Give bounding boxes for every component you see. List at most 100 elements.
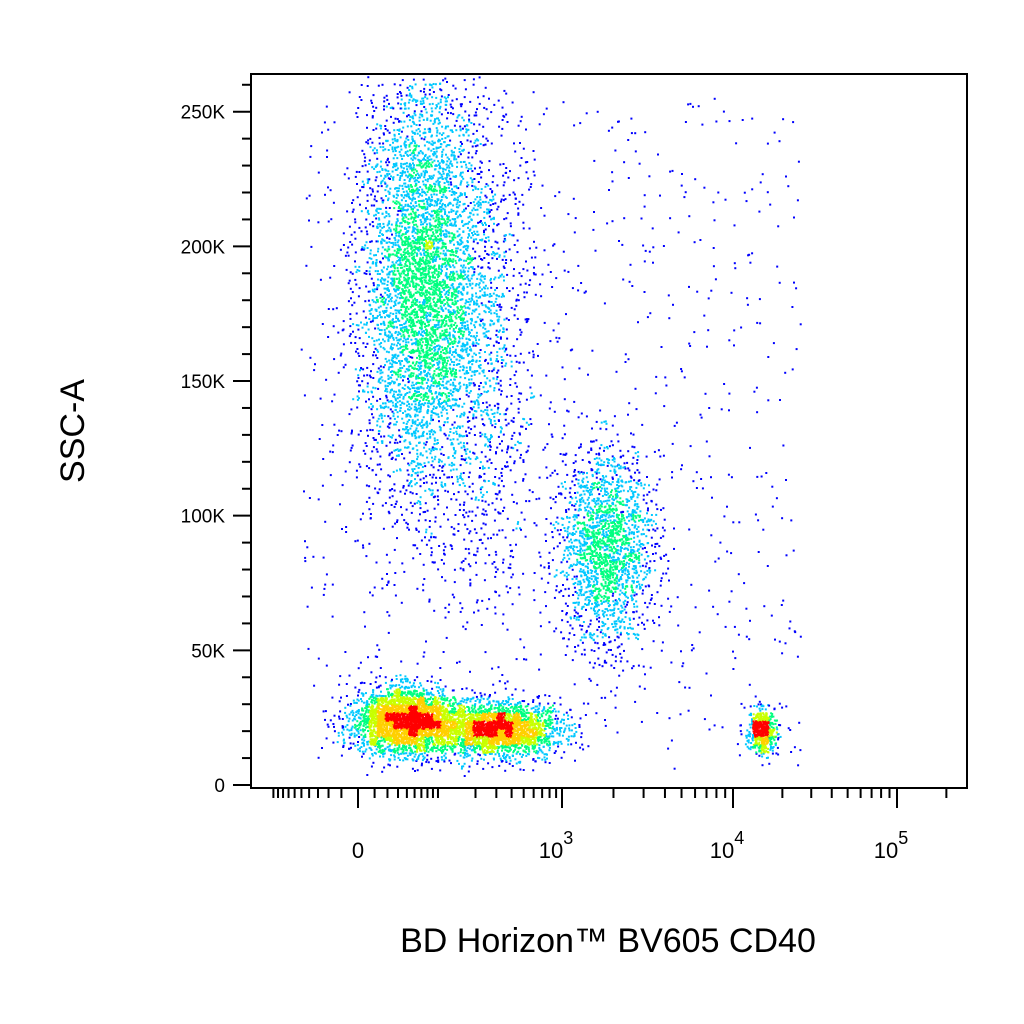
- event-point: [432, 405, 435, 408]
- event-point: [395, 344, 398, 347]
- event-point: [381, 270, 384, 273]
- event-point: [454, 175, 457, 178]
- event-point: [420, 364, 423, 367]
- event-point: [358, 269, 361, 272]
- event-point: [412, 301, 415, 304]
- event-point: [419, 289, 422, 291]
- event-point: [421, 268, 424, 270]
- event-point: [441, 269, 443, 272]
- event-point: [412, 177, 415, 180]
- event-point: [376, 408, 379, 411]
- event-point: [377, 240, 379, 243]
- event-point: [389, 335, 392, 338]
- event-point: [420, 236, 422, 239]
- event-point: [368, 303, 371, 306]
- event-point: [409, 269, 412, 271]
- event-point: [464, 306, 467, 309]
- event-point: [414, 241, 417, 244]
- event-point: [447, 456, 450, 459]
- event-point: [465, 166, 468, 169]
- event-point: [380, 174, 383, 177]
- event-point: [445, 394, 448, 397]
- event-point: [474, 152, 477, 155]
- event-point: [393, 288, 395, 291]
- event-point: [395, 251, 398, 254]
- event-point: [429, 362, 432, 365]
- event-point: [395, 336, 398, 339]
- event-point: [422, 399, 425, 401]
- event-point: [427, 267, 430, 270]
- event-point: [450, 222, 453, 225]
- event-point: [438, 255, 441, 258]
- event-point: [439, 357, 442, 360]
- event-point: [417, 387, 420, 390]
- event-point: [410, 407, 413, 410]
- event-point: [421, 152, 424, 155]
- event-point: [411, 321, 414, 324]
- event-point: [422, 284, 425, 287]
- event-point: [423, 252, 425, 255]
- event-point: [436, 345, 439, 347]
- event-point: [446, 412, 449, 415]
- event-point: [381, 298, 384, 301]
- event-point: [445, 286, 448, 289]
- event-point: [428, 165, 431, 168]
- event-point: [412, 285, 415, 288]
- event-point: [443, 186, 446, 189]
- event-point: [424, 443, 427, 446]
- event-point: [456, 363, 459, 366]
- event-point: [357, 107, 360, 109]
- event-point: [459, 192, 462, 195]
- event-point: [390, 504, 393, 506]
- event-point: [441, 195, 444, 198]
- event-point: [440, 746, 442, 749]
- event-point: [425, 352, 428, 355]
- event-point: [451, 370, 454, 372]
- event-point: [420, 324, 423, 327]
- event-point: [465, 430, 467, 433]
- event-point: [419, 323, 422, 326]
- event-point: [441, 346, 444, 349]
- event-point: [494, 252, 497, 255]
- event-point: [461, 171, 464, 174]
- event-point: [458, 285, 461, 288]
- event-point: [425, 531, 428, 534]
- event-point: [349, 449, 352, 452]
- event-point: [435, 219, 438, 222]
- event-point: [381, 83, 384, 86]
- event-point: [392, 470, 395, 473]
- event-point: [371, 116, 374, 119]
- event-point: [421, 341, 424, 344]
- event-point: [462, 252, 465, 255]
- event-point: [428, 260, 431, 263]
- event-point: [414, 260, 417, 262]
- event-point: [431, 492, 434, 495]
- event-point: [455, 352, 458, 354]
- event-point: [412, 139, 415, 142]
- event-point: [340, 352, 343, 355]
- event-point: [403, 265, 406, 268]
- event-point: [410, 301, 413, 304]
- event-point: [442, 359, 445, 362]
- event-point: [433, 246, 436, 249]
- event-point: [445, 264, 448, 267]
- event-point: [406, 115, 408, 118]
- event-point: [443, 407, 446, 410]
- event-point: [412, 155, 415, 158]
- event-point: [438, 217, 441, 220]
- event-point: [415, 312, 418, 315]
- event-point: [409, 313, 411, 316]
- event-point: [349, 271, 352, 274]
- event-point: [446, 339, 449, 342]
- event-point: [478, 123, 481, 126]
- event-point: [440, 355, 443, 358]
- event-point: [454, 293, 457, 296]
- event-point: [407, 165, 410, 168]
- event-point: [452, 264, 455, 267]
- event-point: [426, 349, 429, 352]
- event-point: [408, 391, 411, 394]
- event-point: [419, 229, 422, 231]
- event-point: [426, 304, 429, 307]
- event-point: [461, 345, 464, 348]
- event-point: [368, 159, 371, 162]
